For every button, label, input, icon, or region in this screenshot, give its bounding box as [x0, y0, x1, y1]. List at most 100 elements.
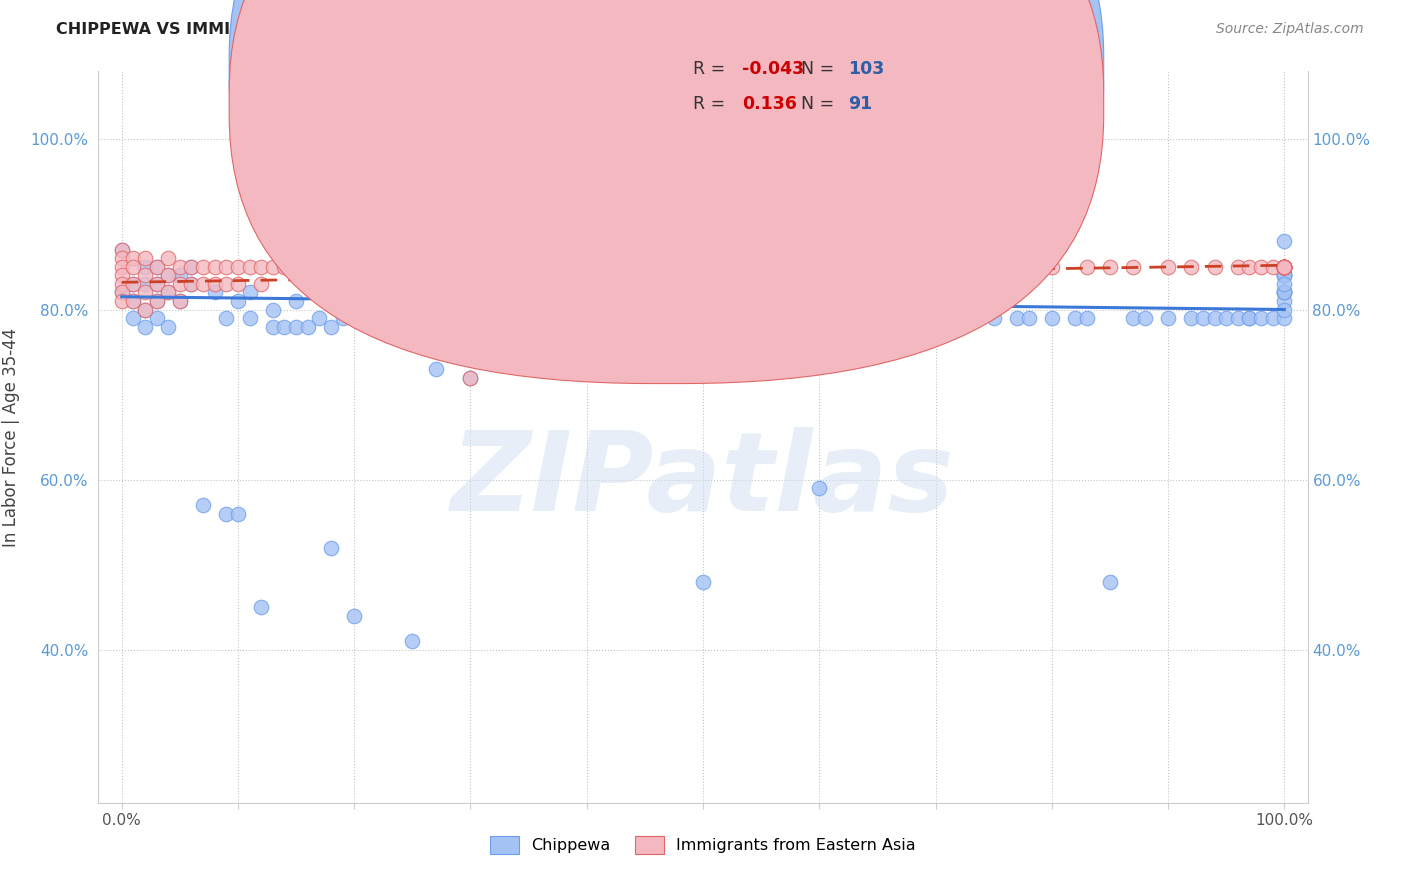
Point	[634, 311, 657, 326]
Point	[180, 260, 202, 274]
Point	[145, 311, 167, 326]
Point	[226, 507, 249, 521]
Point	[191, 277, 214, 291]
Text: N =: N =	[801, 60, 835, 78]
Text: R =: R =	[693, 60, 725, 78]
Point	[1133, 311, 1156, 326]
Point	[1076, 260, 1098, 274]
Point	[180, 260, 202, 274]
Point	[145, 260, 167, 274]
Point	[621, 311, 644, 326]
Text: Source: ZipAtlas.com: Source: ZipAtlas.com	[1216, 22, 1364, 37]
Point	[517, 336, 540, 351]
Point	[494, 260, 516, 274]
Text: 103: 103	[848, 60, 884, 78]
Point	[924, 311, 946, 326]
Point	[169, 268, 191, 283]
Point	[343, 260, 366, 274]
Point	[285, 319, 308, 334]
Point	[134, 277, 156, 291]
Point	[111, 243, 134, 257]
Point	[122, 293, 145, 308]
Legend: Chippewa, Immigrants from Eastern Asia: Chippewa, Immigrants from Eastern Asia	[484, 830, 922, 861]
Point	[378, 311, 401, 326]
Point	[145, 277, 167, 291]
Point	[308, 311, 330, 326]
Point	[983, 311, 1005, 326]
Point	[924, 260, 946, 274]
Point	[134, 268, 156, 283]
Point	[134, 285, 156, 300]
Point	[226, 260, 249, 274]
Point	[692, 574, 714, 589]
Point	[1005, 260, 1028, 274]
Point	[285, 293, 308, 308]
Point	[122, 277, 145, 291]
Point	[1272, 268, 1295, 283]
Point	[111, 277, 134, 291]
Point	[657, 260, 679, 274]
Point	[1272, 285, 1295, 300]
Point	[1272, 268, 1295, 283]
Point	[145, 293, 167, 308]
Point	[262, 260, 284, 274]
Point	[866, 311, 889, 326]
Point	[425, 260, 447, 274]
Point	[1204, 260, 1226, 274]
Point	[319, 260, 342, 274]
Text: N =: N =	[801, 95, 835, 113]
Point	[111, 252, 134, 266]
Point	[215, 311, 238, 326]
Point	[273, 319, 295, 334]
Point	[1272, 260, 1295, 274]
Point	[599, 311, 621, 326]
Point	[1272, 260, 1295, 274]
Point	[145, 260, 167, 274]
Text: 0.136: 0.136	[742, 95, 797, 113]
Point	[1215, 311, 1237, 326]
Point	[1018, 311, 1040, 326]
Point	[239, 260, 262, 274]
Point	[366, 260, 388, 274]
Point	[727, 311, 749, 326]
Point	[239, 285, 262, 300]
Point	[157, 285, 180, 300]
Point	[1272, 302, 1295, 317]
Point	[134, 319, 156, 334]
Point	[134, 302, 156, 317]
Point	[1272, 260, 1295, 274]
Point	[494, 311, 516, 326]
Point	[262, 302, 284, 317]
Point	[157, 252, 180, 266]
Y-axis label: In Labor Force | Age 35-44: In Labor Force | Age 35-44	[1, 327, 20, 547]
Point	[250, 600, 273, 615]
Point	[1272, 285, 1295, 300]
Point	[1064, 311, 1087, 326]
Point	[319, 541, 342, 555]
Point	[1204, 311, 1226, 326]
Point	[401, 260, 423, 274]
Point	[1226, 260, 1249, 274]
Point	[575, 311, 598, 326]
Point	[540, 311, 562, 326]
Point	[482, 311, 505, 326]
Point	[250, 260, 273, 274]
Text: ZIPatlas: ZIPatlas	[451, 427, 955, 534]
Point	[134, 260, 156, 274]
Point	[1180, 311, 1202, 326]
Point	[983, 260, 1005, 274]
Point	[1272, 260, 1295, 274]
Point	[122, 311, 145, 326]
Point	[1157, 260, 1180, 274]
Point	[1272, 268, 1295, 283]
Point	[157, 268, 180, 283]
Point	[122, 293, 145, 308]
Point	[1272, 260, 1295, 274]
Point	[1272, 285, 1295, 300]
Point	[749, 311, 772, 326]
Point	[460, 370, 482, 384]
Point	[134, 302, 156, 317]
Point	[332, 311, 354, 326]
Point	[378, 260, 401, 274]
Point	[297, 260, 319, 274]
